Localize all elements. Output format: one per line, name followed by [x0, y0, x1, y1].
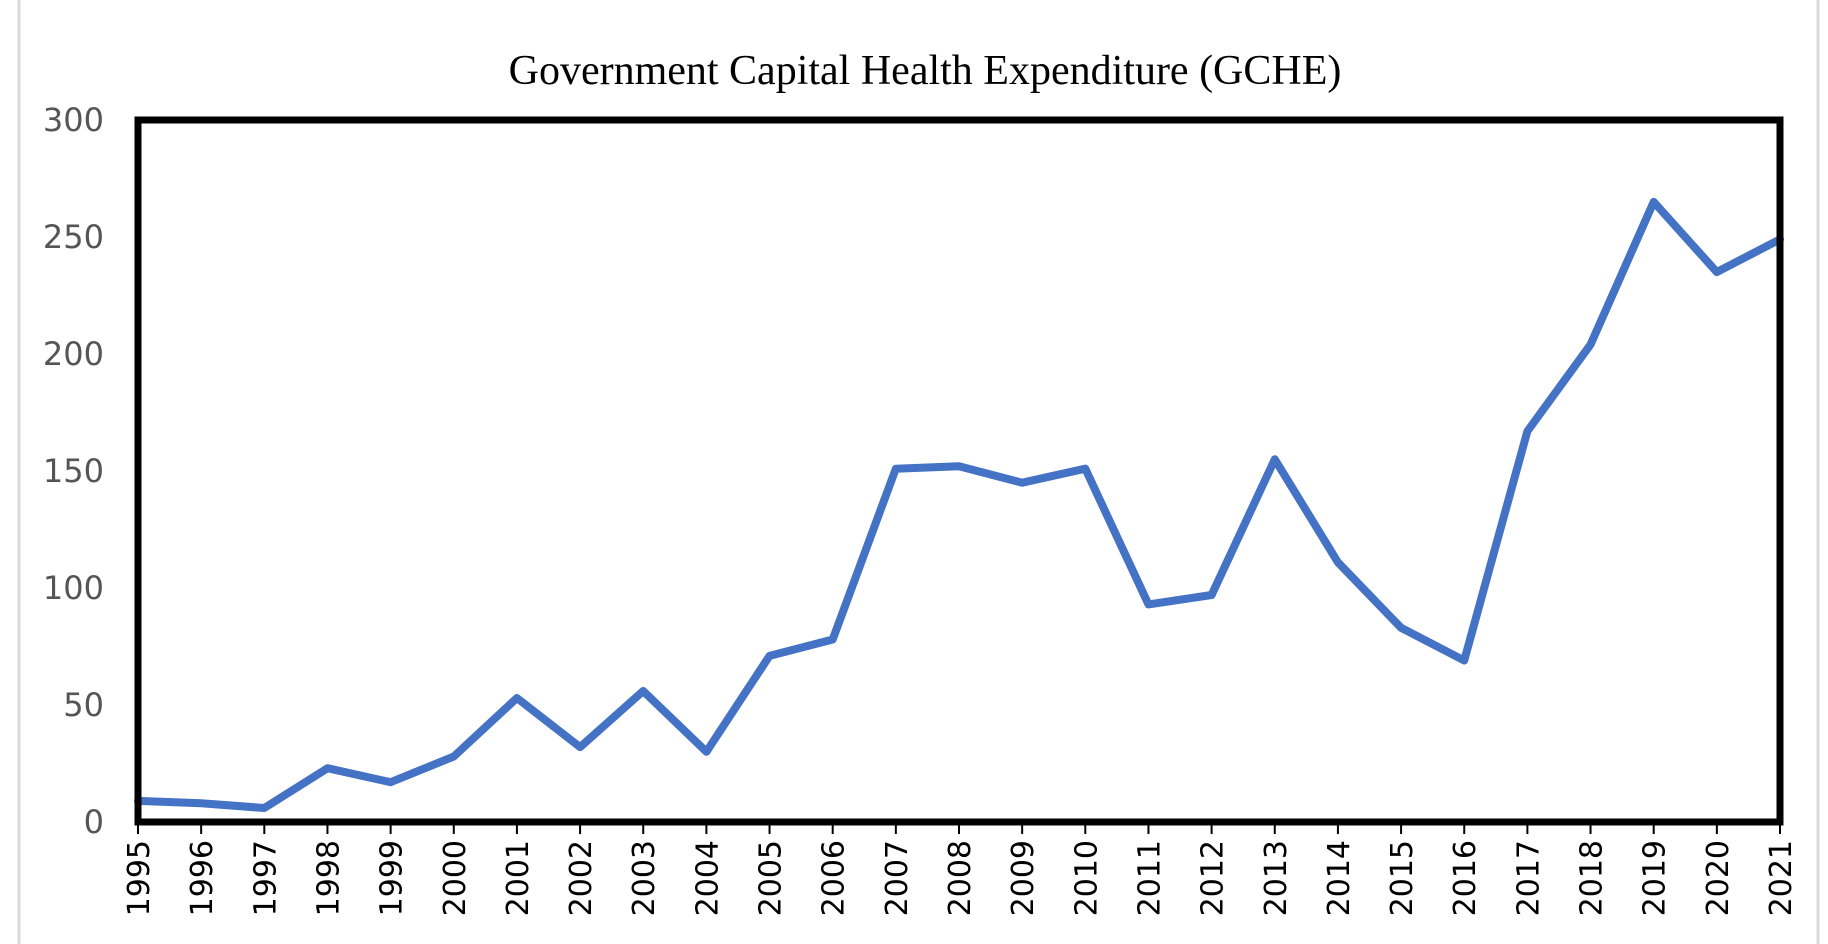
y-tick-label: 150: [43, 452, 104, 490]
x-tick-label: 2003: [627, 840, 662, 916]
x-tick-label: 2014: [1322, 840, 1357, 916]
x-tick-label: 1996: [185, 840, 220, 916]
y-tick-label: 50: [63, 686, 104, 724]
x-tick-label: 2016: [1448, 840, 1483, 916]
x-tick-label: 2004: [690, 840, 725, 916]
x-tick-label: 1997: [248, 840, 283, 916]
x-tick-label: 2012: [1196, 840, 1231, 916]
series-lines: [134, 197, 1784, 812]
x-tick-label: 1995: [122, 840, 157, 916]
x-tick-label: 2017: [1511, 840, 1546, 916]
x-tick-label: 2021: [1764, 840, 1799, 916]
x-tick-label: 2009: [1006, 840, 1041, 916]
y-tick-label: 300: [43, 101, 104, 139]
x-tick-label: 2007: [880, 840, 915, 916]
x-tick-label: 2000: [438, 840, 473, 916]
x-tick-label: 1999: [375, 840, 410, 916]
y-axis-ticks: 0 50 100 150 200 250 300: [43, 101, 104, 841]
x-tick-label: 2005: [754, 840, 789, 916]
y-tick-label: 100: [43, 569, 104, 607]
x-tick-label: 2010: [1069, 840, 1104, 916]
x-tick-label: 2019: [1638, 840, 1673, 916]
x-tick-label: 2013: [1259, 840, 1294, 916]
x-tick-label: 2015: [1385, 840, 1420, 916]
x-tick-label: 2011: [1132, 840, 1167, 916]
y-tick-label: 200: [43, 335, 104, 373]
plot-area-frame: [134, 116, 1784, 826]
y-tick-label: 250: [43, 218, 104, 256]
chart-title: Government Capital Health Expenditure (G…: [509, 48, 1342, 94]
x-tick-label: 2006: [817, 840, 852, 916]
x-tick-label: 2020: [1701, 840, 1736, 916]
x-tick-label: 2002: [564, 840, 599, 916]
y-tick-label: 0: [84, 803, 104, 841]
x-tick-label: 2001: [501, 840, 536, 916]
x-tick-label: 2008: [943, 840, 978, 916]
x-tick-label: 2018: [1575, 840, 1610, 916]
x-tick-label: 1998: [311, 840, 346, 916]
x-axis-ticks: 1995 1996 1997 1998 1999 2000 2001 2002 2003 2004…: [122, 822, 1799, 916]
series-line-1: [134, 197, 1784, 812]
